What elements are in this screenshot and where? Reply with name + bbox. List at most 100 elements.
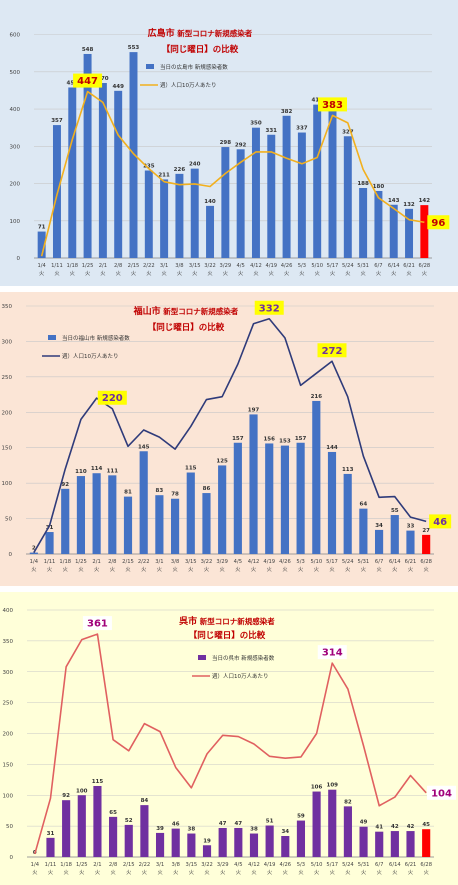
x-tick-weekday: 火 xyxy=(283,870,288,876)
x-tick-label: 4/12 xyxy=(248,862,260,868)
bar-4/19 xyxy=(267,134,276,258)
bar-3/1 xyxy=(160,179,169,258)
x-tick-weekday: 火 xyxy=(424,567,429,573)
x-tick-weekday: 火 xyxy=(207,271,212,277)
bar-5/10 xyxy=(312,791,321,857)
bar-value-label: 240 xyxy=(189,162,201,168)
x-tick-weekday: 火 xyxy=(392,870,397,876)
bar-value-label: 458 xyxy=(67,80,79,86)
bar-value-label: 412 xyxy=(311,98,323,104)
bar-2/15 xyxy=(123,496,133,554)
bar-value-label: 553 xyxy=(128,45,140,51)
x-tick-label: 3/29 xyxy=(216,559,228,565)
x-tick-label: 5/3 xyxy=(297,862,305,868)
bar-5/10 xyxy=(313,104,322,259)
callout-box xyxy=(427,785,456,800)
bar-5/24 xyxy=(343,473,352,554)
y-tick-label: 350 xyxy=(3,639,14,645)
bar-5/17 xyxy=(328,104,337,259)
x-tick-weekday: 火 xyxy=(236,870,241,876)
y-tick-label: 100 xyxy=(2,481,13,487)
bar-value-label: 41 xyxy=(375,825,383,831)
bar-value-label: 211 xyxy=(158,172,170,178)
x-tick-label: 1/25 xyxy=(76,862,88,868)
x-tick-weekday: 火 xyxy=(345,271,350,277)
x-tick-label: 5/10 xyxy=(311,263,323,269)
kure-chart: 0501001502002503003504000319210011565528… xyxy=(0,592,458,885)
callout-value: 220 xyxy=(102,393,123,404)
x-tick-label: 1/11 xyxy=(51,263,63,269)
bar-value-label: 197 xyxy=(248,407,260,413)
y-tick-label: 300 xyxy=(2,339,13,345)
bar-value-label: 106 xyxy=(311,785,323,791)
bar-value-label: 42 xyxy=(391,824,399,830)
x-tick-weekday: 火 xyxy=(142,870,147,876)
x-tick-weekday: 火 xyxy=(392,567,397,573)
bar-3/15 xyxy=(186,472,195,554)
x-tick-label: 5/3 xyxy=(298,263,306,269)
x-tick-label: 2/8 xyxy=(108,559,116,565)
bar-value-label: 34 xyxy=(281,829,289,835)
chart-title: 福山市 新型コロナ新規感染者 xyxy=(133,305,239,317)
bar-2/15 xyxy=(129,52,138,258)
bar-3/1 xyxy=(155,495,164,554)
x-tick-weekday: 火 xyxy=(31,567,36,573)
x-tick-label: 5/24 xyxy=(342,862,354,868)
bar-3/8 xyxy=(171,828,180,857)
x-tick-label: 3/22 xyxy=(201,559,213,565)
x-tick-label: 2/22 xyxy=(143,263,155,269)
callout-box xyxy=(73,73,103,88)
chart-subtitle: 【同じ曜日】の比較 xyxy=(162,44,239,55)
x-tick-weekday: 火 xyxy=(376,271,381,277)
callout-box xyxy=(82,616,112,631)
x-tick-label: 1/4 xyxy=(37,263,46,269)
x-tick-weekday: 火 xyxy=(406,271,411,277)
bar-6/7 xyxy=(374,529,384,554)
bar-value-label: 470 xyxy=(97,76,109,82)
bar-value-label: 49 xyxy=(360,820,368,826)
bar-1/4 xyxy=(37,231,46,258)
bar-1/18 xyxy=(68,87,77,258)
x-tick-weekday: 火 xyxy=(204,870,209,876)
bar-value-label: 235 xyxy=(143,164,155,170)
y-tick-label: 400 xyxy=(3,608,14,614)
bar-6/21 xyxy=(406,831,415,857)
x-tick-label: 5/17 xyxy=(326,559,338,565)
bar-value-label: 92 xyxy=(62,793,70,799)
chart-title-rest: 新型コロナ新規感染者 xyxy=(175,28,253,38)
x-tick-weekday: 火 xyxy=(238,271,243,277)
bar-3/29 xyxy=(218,827,227,857)
bar-value-label: 64 xyxy=(360,502,368,508)
bar-5/24 xyxy=(343,806,352,857)
y-tick-label: 200 xyxy=(2,410,13,416)
x-tick-label: 2/1 xyxy=(93,862,101,868)
x-tick-label: 3/29 xyxy=(220,263,232,269)
x-tick-label: 3/1 xyxy=(155,559,163,565)
x-tick-label: 1/18 xyxy=(59,559,71,565)
x-tick-label: 5/24 xyxy=(342,559,354,565)
callout-value: 104 xyxy=(431,788,452,799)
kure-chart-panel: 0 50 100 150 200 250 300 350 400 0 31 92 100 115 65 52 8… xyxy=(0,592,458,885)
x-tick-weekday: 火 xyxy=(110,870,115,876)
callout-box xyxy=(317,645,347,660)
bar-value-label: 33 xyxy=(407,524,415,530)
legend-bar-label: 当日の広島市 新規感染者数 xyxy=(160,63,228,71)
x-tick-label: 4/26 xyxy=(281,263,293,269)
x-tick-label: 2/1 xyxy=(99,263,107,269)
x-tick-weekday: 火 xyxy=(110,567,115,573)
bar-1/18 xyxy=(62,800,71,857)
x-tick-weekday: 火 xyxy=(192,271,197,277)
callout-value: 361 xyxy=(87,619,108,630)
callout-box xyxy=(427,215,450,230)
x-tick-label: 6/14 xyxy=(389,862,401,868)
x-tick-weekday: 火 xyxy=(173,870,178,876)
bar-value-label: 449 xyxy=(112,84,124,90)
x-tick-label: 1/18 xyxy=(66,263,78,269)
bar-value-label: 92 xyxy=(61,482,69,488)
x-tick-weekday: 火 xyxy=(116,271,121,277)
x-tick-label: 6/21 xyxy=(405,862,417,868)
x-tick-weekday: 火 xyxy=(329,567,334,573)
x-tick-weekday: 火 xyxy=(345,567,350,573)
bar-value-label: 83 xyxy=(156,488,164,494)
